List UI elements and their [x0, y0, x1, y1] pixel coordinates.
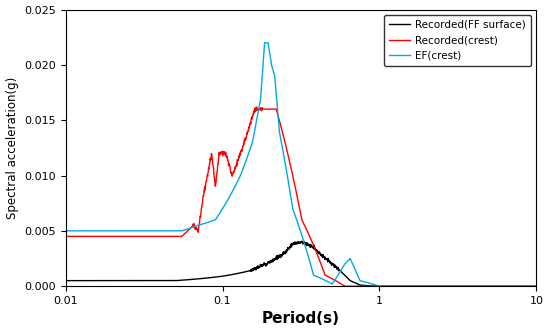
- Line: EF(crest): EF(crest): [65, 43, 536, 286]
- Recorded(FF surface): [291, 241, 298, 245]
- EF(crest): [292, 212, 298, 216]
- Recorded(crest): [279, 129, 285, 133]
- Recorded(crest): [533, 284, 540, 288]
- Recorded(FF surface): [520, 284, 526, 288]
- Line: Recorded(crest): Recorded(crest): [65, 107, 536, 286]
- Y-axis label: Spectral acceleration(g): Spectral acceleration(g): [5, 77, 19, 219]
- Recorded(FF surface): [298, 239, 305, 243]
- Recorded(crest): [341, 284, 348, 288]
- Recorded(crest): [62, 234, 69, 238]
- EF(crest): [434, 284, 440, 288]
- X-axis label: Period(s): Period(s): [262, 311, 340, 326]
- Legend: Recorded(FF surface), Recorded(crest), EF(crest): Recorded(FF surface), Recorded(crest), E…: [384, 15, 531, 66]
- EF(crest): [279, 145, 285, 149]
- Recorded(crest): [292, 183, 298, 187]
- Recorded(crest): [253, 105, 260, 109]
- EF(crest): [62, 229, 69, 233]
- EF(crest): [376, 284, 383, 288]
- Recorded(FF surface): [520, 284, 526, 288]
- Recorded(FF surface): [434, 284, 440, 288]
- Recorded(FF surface): [62, 279, 69, 283]
- Recorded(crest): [520, 284, 526, 288]
- EF(crest): [86, 229, 93, 233]
- Recorded(crest): [520, 284, 526, 288]
- Recorded(FF surface): [533, 284, 540, 288]
- Recorded(FF surface): [279, 253, 285, 257]
- Line: Recorded(FF surface): Recorded(FF surface): [65, 241, 536, 286]
- Recorded(FF surface): [369, 284, 376, 288]
- EF(crest): [533, 284, 540, 288]
- EF(crest): [520, 284, 526, 288]
- Recorded(crest): [434, 284, 440, 288]
- EF(crest): [520, 284, 526, 288]
- Recorded(crest): [86, 234, 93, 238]
- EF(crest): [261, 41, 268, 45]
- Recorded(FF surface): [86, 279, 93, 283]
